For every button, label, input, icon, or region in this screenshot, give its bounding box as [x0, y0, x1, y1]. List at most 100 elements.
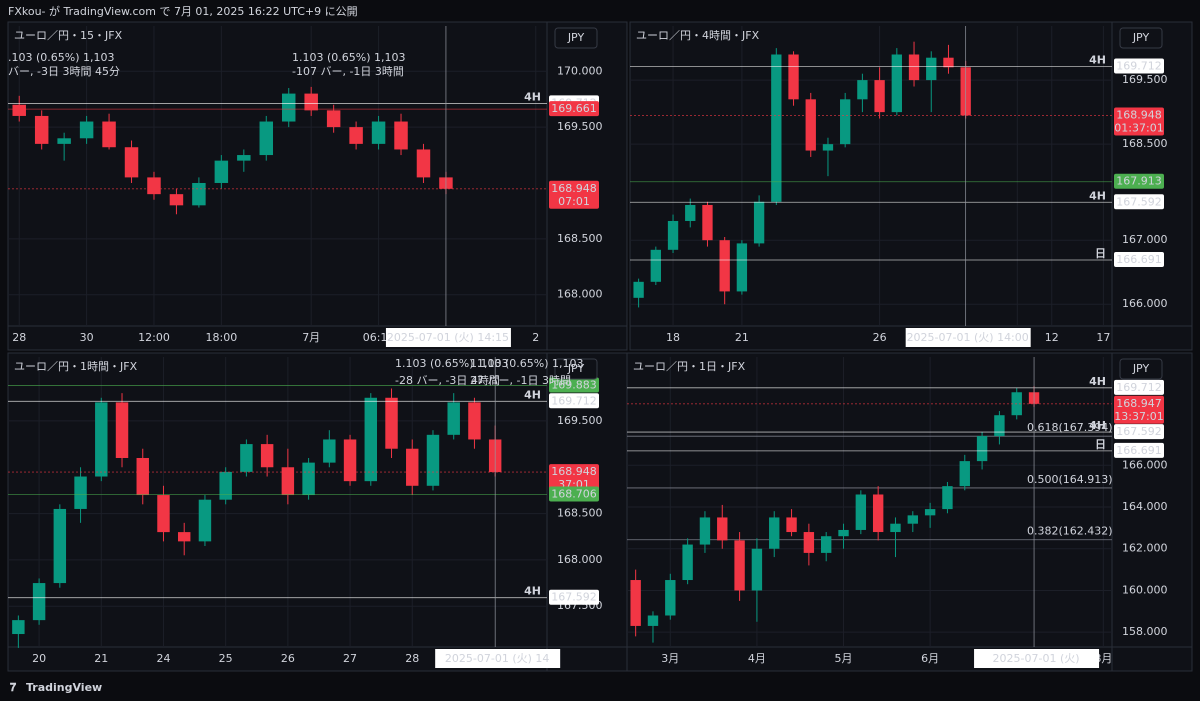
- candle-body: [394, 121, 408, 150]
- price-tag: 日: [1095, 438, 1106, 451]
- panel: [7, 21, 628, 351]
- annotation: -28 バー, -3日 4時間: [395, 374, 500, 387]
- x-tick-label: 4月: [748, 652, 766, 665]
- price-tag: 4H: [524, 388, 541, 401]
- chart-title: ユーロ／円・1時間・JFX: [14, 360, 138, 373]
- currency-button[interactable]: [554, 358, 598, 380]
- y-tick-label: 160.000: [1122, 583, 1168, 596]
- price-label-box: [549, 486, 599, 502]
- candle-body: [719, 240, 730, 292]
- candle-body: [647, 615, 659, 626]
- x-tick-label: 3月: [661, 652, 679, 665]
- crosshair-label: 2025-07-01 (火) 14:15: [387, 331, 509, 344]
- chart-panel: 158.000 160.000 162.000 164.000 166.000 3月 4月 5…: [626, 352, 1193, 672]
- currency-button[interactable]: [1119, 27, 1163, 49]
- price-countdown: 07:01: [558, 195, 590, 208]
- chart-panel: 168.000 168.500 169.500 170.000 28 30 12:00 18:…: [7, 21, 628, 351]
- candle-body: [699, 517, 711, 545]
- y-tick-label: 167.000: [1122, 233, 1168, 246]
- candle-body: [95, 402, 108, 477]
- y-tick-label: 168.000: [557, 553, 603, 566]
- candle-body: [406, 448, 419, 486]
- candle-body: [12, 104, 26, 116]
- candle-body: [447, 402, 460, 435]
- candle-body: [102, 121, 116, 148]
- x-tick-label: 18:00: [206, 331, 238, 344]
- candle-body: [682, 544, 693, 581]
- price-label-box: [549, 377, 599, 393]
- candle-body: [32, 583, 46, 621]
- currency-label: JPY: [1132, 362, 1150, 375]
- candle-body: [924, 509, 936, 516]
- candle-body: [260, 444, 274, 468]
- price-countdown: 01:37:01: [1114, 121, 1163, 134]
- price-tag: 日: [1095, 247, 1106, 260]
- price-tag: 4H: [524, 585, 541, 598]
- candle-body: [198, 499, 212, 542]
- price-label: 169.661: [551, 102, 597, 115]
- y-tick-label: 166.000: [1122, 297, 1168, 310]
- candle-body: [74, 476, 87, 509]
- candle-body: [959, 461, 970, 487]
- candle-body: [281, 93, 296, 122]
- price-label-box: [1114, 424, 1164, 440]
- x-tick-label: 7月: [302, 331, 320, 344]
- price-label-box: [1114, 442, 1164, 458]
- candle-body: [891, 54, 902, 113]
- candle-body: [371, 121, 386, 144]
- candle-body: [890, 523, 901, 533]
- price-label: 168.706: [551, 487, 597, 500]
- y-tick-label: 164.000: [1122, 500, 1168, 513]
- currency-button[interactable]: [554, 27, 598, 49]
- x-tick-label: 25: [219, 652, 233, 665]
- candle-body: [214, 160, 229, 183]
- candle-body: [857, 80, 868, 100]
- price-tag: 4H: [524, 90, 541, 103]
- annotation: 1.103 (0.65%) 1,103: [395, 357, 509, 370]
- candle-body: [416, 149, 431, 178]
- candle-body: [771, 54, 782, 202]
- candle-body: [349, 127, 363, 144]
- x-tick-label: 17: [1096, 331, 1110, 344]
- candle-body: [874, 80, 885, 113]
- x-tick-label: 12:00: [138, 331, 170, 344]
- x-tick-label: 28: [12, 331, 26, 344]
- fib-label: 0.382(162.432): [1027, 525, 1113, 538]
- candle-body: [169, 194, 184, 206]
- candle-body: [685, 204, 696, 221]
- price-label: 168.948: [551, 465, 597, 478]
- panel: [626, 352, 1193, 672]
- candle-body: [751, 548, 763, 591]
- price-label-box: [1114, 379, 1164, 395]
- candle-body: [822, 144, 834, 151]
- price-label-box: [1114, 173, 1164, 189]
- candle-body: [281, 467, 295, 496]
- x-tick-label: 12: [1045, 331, 1059, 344]
- y-tick-label: 170.000: [557, 64, 603, 77]
- fib-label: 0.500(164.913): [1027, 473, 1113, 486]
- currency-button[interactable]: [1119, 358, 1163, 380]
- x-tick-label: 24: [156, 652, 170, 665]
- y-tick-label: 158.000: [1122, 625, 1168, 638]
- candle-body: [734, 540, 745, 591]
- price-label: 168.948: [551, 182, 597, 195]
- candle-body: [630, 580, 641, 626]
- y-tick-label: 168.500: [557, 507, 603, 520]
- price-label: 166.691: [1116, 444, 1162, 457]
- crosshair-label-box: [435, 649, 561, 668]
- crosshair-label-box: [905, 328, 1031, 347]
- price-label: 167.592: [1116, 425, 1162, 438]
- annotation: 1.103 (0.65%) 1,103: [470, 357, 584, 370]
- currency-label: JPY: [567, 362, 585, 375]
- candle-body: [702, 204, 713, 241]
- candle-body: [736, 243, 748, 292]
- candle-body: [994, 415, 1005, 437]
- candle-body: [468, 402, 481, 440]
- candle-body: [633, 281, 644, 298]
- candle-body: [157, 495, 170, 533]
- candle-body: [786, 517, 797, 533]
- price-label-box: [1114, 395, 1164, 424]
- price-label: 168.947: [1116, 397, 1162, 410]
- candle-body: [147, 177, 161, 195]
